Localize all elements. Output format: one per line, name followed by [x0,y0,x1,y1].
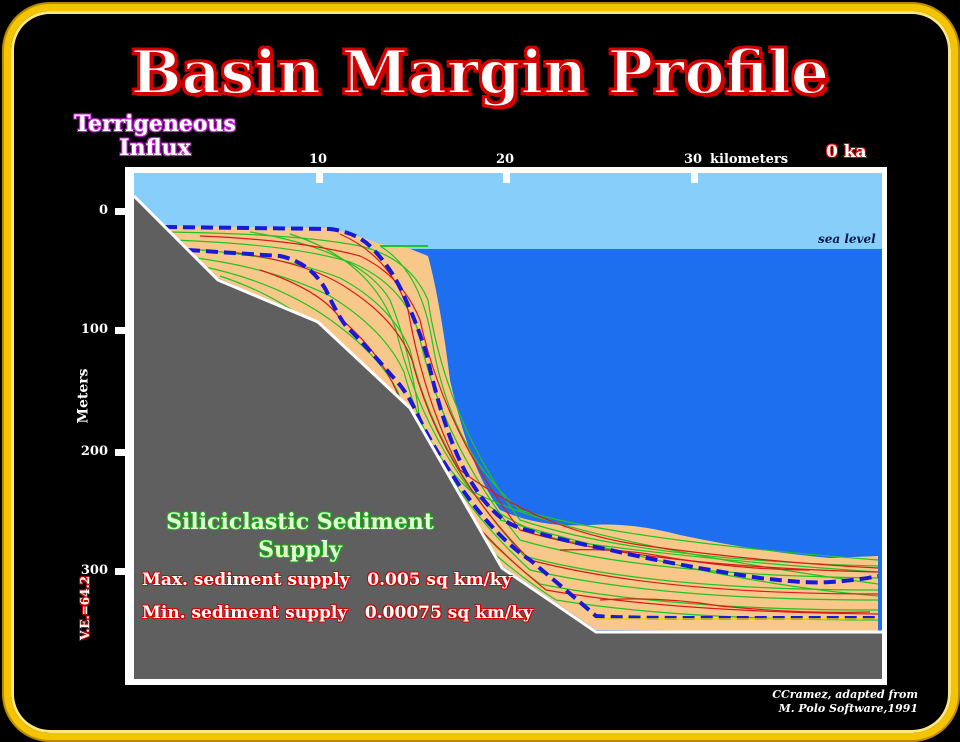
bedrock-surface [132,194,882,634]
min-supply-text: Min. sediment supply 0.00075 sq km/ky [142,603,533,623]
x-tick-label-20: 20 [496,152,515,167]
sediment-wedge [165,226,878,632]
y-tick-label-200: 200 [80,444,108,459]
credit-line2: M. Polo Software,1991 [778,702,918,715]
x-axis-unit: kilometers [710,152,789,167]
credit: CCramez, adapted from M. Polo Software,1… [740,688,918,716]
y-tick-mark [115,568,127,575]
y-tick-mark [115,327,127,334]
y-tick-label-0: 0 [98,203,108,218]
max-supply-text: Max. sediment supply 0.005 sq km/ky [142,570,512,590]
x-tick-mark [316,173,323,183]
influx-label: Terrigeneous Influx [74,111,236,161]
supply-title-line2: Supply [258,537,342,563]
x-tick-label-10: 10 [309,152,328,167]
upper-key-surface [164,225,879,585]
x-tick-mark [691,173,698,183]
time-label: 0 ka [826,142,867,162]
lower-key-surface [187,248,878,620]
supply-title: Siliciclastic Sediment Supply [160,508,440,564]
vertical-exaggeration: V.E.=64.2 [78,576,92,640]
sea-level-label: sea level [818,232,876,246]
bedrock [134,196,882,679]
y-tick-label-100: 100 [80,322,108,337]
red-layers [199,233,879,615]
y-tick-label-300: 300 [80,563,108,578]
x-tick-mark [503,173,510,183]
page-title: Basin Margin Profile [130,37,830,109]
supply-title-line1: Siliciclastic Sediment [166,509,434,535]
y-tick-mark [115,208,127,215]
credit-line1: CCramez, adapted from [772,688,918,701]
x-tick-label-30: 30 [684,152,703,167]
y-tick-mark [115,449,127,456]
y-axis-title: Meters [75,368,92,424]
